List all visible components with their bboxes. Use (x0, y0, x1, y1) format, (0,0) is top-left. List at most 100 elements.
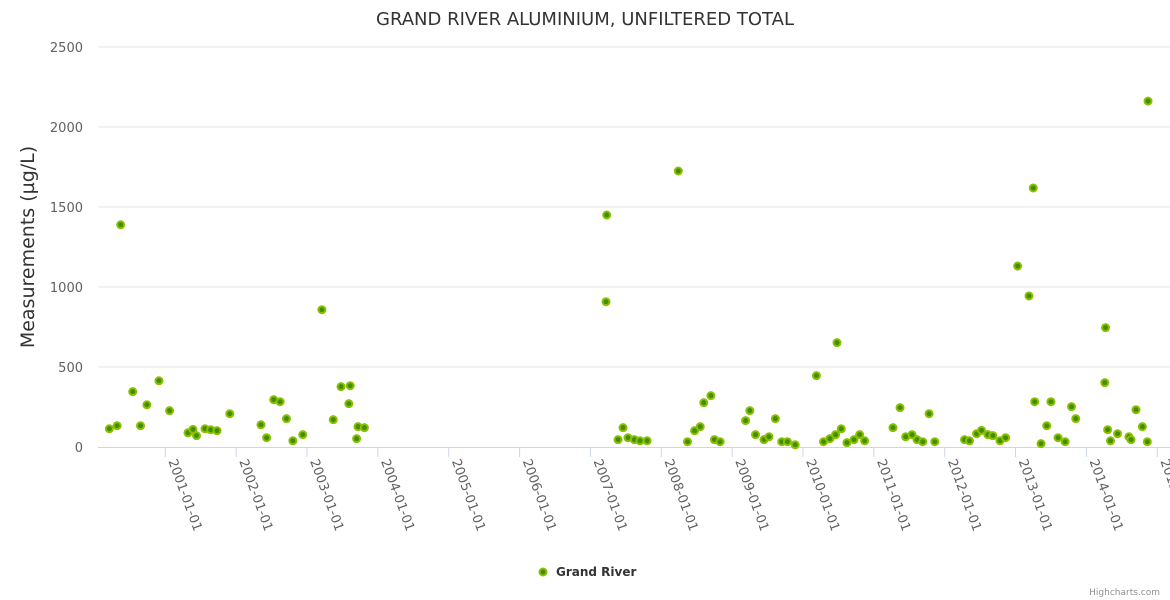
data-point (699, 398, 709, 408)
x-tick-label: 2007-01-01 (590, 457, 630, 533)
y-axis-title: Measurements (µg/L) (17, 146, 39, 348)
data-point (128, 387, 138, 397)
data-point (690, 426, 700, 436)
data-point (682, 437, 692, 447)
legend-marker (538, 567, 548, 577)
data-point (1142, 437, 1152, 447)
data-point (1042, 421, 1052, 431)
data-point (1100, 378, 1110, 388)
data-point (918, 437, 928, 447)
data-point (275, 397, 285, 407)
data-point (964, 436, 974, 446)
x-tick-label: 2015-01-01 (1156, 457, 1170, 533)
legend-item-grand-river[interactable]: Grand River (538, 565, 637, 579)
data-point (1067, 402, 1077, 412)
data-point (618, 423, 628, 433)
data-point (751, 430, 761, 440)
data-point (136, 421, 146, 431)
data-point (225, 409, 235, 419)
data-point (635, 436, 645, 446)
x-tick-label: 2005-01-01 (448, 457, 488, 533)
data-point (344, 399, 354, 409)
data-point (1126, 435, 1136, 445)
data-point (1137, 422, 1147, 432)
x-tick-label: 2013-01-01 (1015, 457, 1055, 533)
chart-title: GRAND RIVER ALUMINIUM, UNFILTERED TOTAL (376, 9, 794, 30)
data-point (1030, 397, 1040, 407)
data-point (165, 406, 175, 416)
data-point (116, 220, 126, 230)
data-point (907, 430, 917, 440)
data-point (1131, 405, 1141, 415)
x-tick-label: 2009-01-01 (731, 457, 771, 533)
data-point (782, 437, 792, 447)
data-point (142, 400, 152, 410)
x-axis: 2001-01-01 2002-01-01 2003-01-01 2004-01-01… (98, 447, 1170, 533)
credits-link[interactable]: Highcharts.com (1089, 588, 1160, 598)
x-tick-label: 2004-01-01 (377, 457, 417, 533)
y-tick-label: 2000 (50, 121, 83, 136)
x-tick-label: 2012-01-01 (944, 457, 984, 533)
data-point (930, 437, 940, 447)
data-point (988, 431, 998, 441)
x-tick-label: 2014-01-01 (1086, 457, 1126, 533)
data-point (1013, 261, 1023, 271)
data-point (673, 166, 683, 176)
data-point (836, 424, 846, 434)
data-point (1028, 183, 1038, 193)
data-point (849, 435, 859, 445)
data-point (790, 440, 800, 450)
y-tick-label: 500 (58, 361, 83, 376)
data-point (695, 422, 705, 432)
data-point (212, 426, 222, 436)
x-tick-label: 2003-01-01 (306, 457, 346, 533)
data-point (262, 433, 272, 443)
data-point (1001, 433, 1011, 443)
data-point (924, 409, 934, 419)
data-point (352, 434, 362, 444)
y-tick-label: 2500 (50, 41, 83, 56)
data-point (1143, 96, 1153, 106)
x-tick-label: 2001-01-01 (165, 457, 205, 533)
data-point (298, 430, 308, 440)
data-point (831, 430, 841, 440)
data-point (825, 434, 835, 444)
x-tick-label: 2011-01-01 (873, 457, 913, 533)
data-point (1071, 414, 1081, 424)
data-point (112, 421, 122, 431)
data-point (715, 437, 725, 447)
y-axis: 0 500 1000 1500 2000 2500 (50, 41, 83, 456)
legend-label: Grand River (556, 565, 636, 579)
y-tick-label: 1500 (50, 201, 83, 216)
y-tick-label: 1000 (50, 281, 83, 296)
data-point (842, 438, 852, 448)
data-point (832, 338, 842, 348)
series-grand-river (104, 96, 1153, 450)
data-point (345, 381, 355, 391)
data-point (328, 415, 338, 425)
data-point (256, 420, 266, 430)
data-point (745, 406, 755, 416)
data-point (888, 423, 898, 433)
data-point (1103, 425, 1113, 435)
data-point (288, 436, 298, 446)
data-point (359, 423, 369, 433)
data-point (104, 424, 114, 434)
data-point (855, 430, 865, 440)
gridlines (98, 46, 1170, 368)
data-point (1101, 323, 1111, 333)
data-point (764, 432, 774, 442)
data-point (1024, 291, 1034, 301)
data-point (860, 436, 870, 446)
data-point (1060, 437, 1070, 447)
x-tick-label: 2006-01-01 (519, 457, 559, 533)
x-tick-label: 2008-01-01 (661, 457, 701, 533)
data-point (602, 210, 612, 220)
data-point (895, 403, 905, 413)
data-point (977, 425, 987, 435)
data-point (706, 391, 716, 401)
data-point (281, 414, 291, 424)
data-point (1046, 397, 1056, 407)
data-point (1053, 433, 1063, 443)
